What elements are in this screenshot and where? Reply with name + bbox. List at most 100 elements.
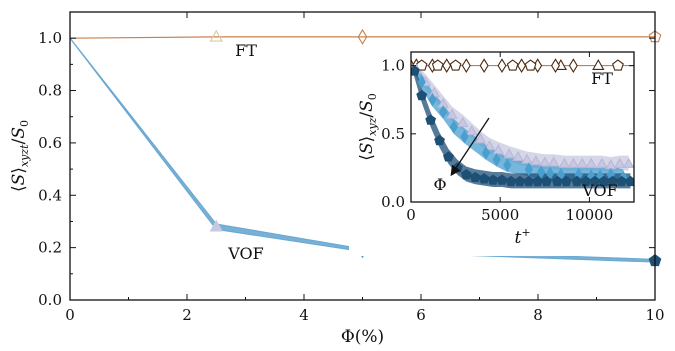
inset-point (506, 59, 519, 71)
point-ft-2 (357, 28, 368, 45)
inset-x-tick-label: 0 (406, 206, 416, 224)
inset-point (496, 174, 508, 185)
inset-point (415, 59, 428, 71)
y-tick-label: 1.0 (38, 29, 62, 47)
inset-point (521, 153, 533, 164)
x-tick-label: 0 (65, 306, 75, 324)
inset-point (497, 58, 507, 74)
inset-axes-frame (410, 51, 635, 203)
inset-x-tick-label: 10000 (566, 206, 614, 224)
y-tick-label: 0.4 (38, 186, 62, 204)
inset-point (438, 105, 448, 119)
inset-annotation-phi: Φ (433, 175, 446, 194)
inset-point (474, 133, 487, 144)
inset-point (551, 58, 560, 74)
x-tick-label: 4 (299, 306, 309, 324)
inset-point (479, 58, 489, 74)
inset-point (512, 150, 524, 162)
x-tick-label: 6 (416, 306, 426, 324)
inset-point (614, 157, 626, 168)
inset-point (469, 171, 481, 183)
inset-point (589, 175, 601, 187)
inset-point (449, 59, 462, 71)
inset-point (567, 157, 580, 168)
inset-annotation-vof: VOF (581, 181, 618, 200)
inset-point (625, 175, 634, 187)
inset-point (434, 134, 445, 146)
inset-point (592, 59, 605, 71)
inset-y-tick-label: 0.5 (381, 125, 405, 143)
inset-point (532, 175, 544, 187)
inset-point (428, 92, 437, 107)
inset-point (460, 169, 472, 180)
inset-point (461, 58, 471, 74)
inset-y-tick-label: 1.0 (381, 57, 405, 75)
inset-point (571, 175, 583, 187)
inset-point (568, 58, 578, 74)
inset-point (541, 175, 552, 187)
inset-annotation-ft: FT (591, 69, 613, 88)
inset-x-tick-label: 5000 (481, 206, 519, 224)
inset-point (465, 124, 478, 136)
inset-point (548, 156, 560, 167)
inset-point (503, 158, 512, 172)
inset-point (551, 175, 563, 187)
main-ticks: 0 2 4 6 8 10 0.0 0.2 0.4 0.6 0.8 1.0 (38, 11, 665, 324)
inset-point (481, 146, 491, 160)
inset-point (487, 174, 499, 185)
x-axis-label: Φ(%) (341, 327, 384, 347)
inset-point (607, 175, 618, 187)
inset-point (492, 152, 501, 167)
inset-point (443, 151, 454, 162)
x-tick-label: 8 (533, 306, 543, 324)
inset-point (560, 175, 572, 187)
inset-point (478, 173, 490, 184)
inset-point (523, 175, 535, 187)
inset-point (514, 175, 526, 187)
inset-point (416, 89, 428, 101)
inset-data (411, 58, 634, 189)
inset-point (446, 108, 458, 119)
inset-point (612, 59, 624, 71)
inset-point (622, 157, 634, 168)
inset-point (517, 58, 527, 74)
x-tick-label: 2 (182, 306, 192, 324)
inset-point (616, 175, 627, 187)
inset-point (576, 157, 588, 168)
inset-point (431, 59, 444, 71)
x-tick-label: 10 (645, 306, 664, 324)
line-ft (69, 36, 655, 39)
inset-point (505, 175, 517, 187)
point-ft-1 (209, 29, 223, 42)
inset-y-axis-label: ⟨S⟩xyz/S0 (357, 93, 379, 161)
phi-arrow (450, 117, 490, 177)
annotation-vof: VOF (227, 244, 264, 263)
inset-series-vof5 (417, 75, 628, 185)
point-vof-1 (209, 219, 223, 232)
inset-point (483, 139, 496, 151)
inset-point (449, 120, 458, 134)
inset-x-axis-label: t+ (514, 226, 530, 248)
y-tick-label: 0.6 (38, 134, 62, 152)
inset-point (425, 114, 437, 125)
inset-point (598, 175, 610, 187)
main-plot: 0 2 4 6 8 10 0.0 0.2 0.4 0.6 0.8 1.0 Φ(%) ⟨S⟩xyzt/S0 F… (9, 11, 665, 347)
y-tick-label: 0.8 (38, 82, 62, 100)
inset-point (580, 175, 592, 187)
inset-point (457, 116, 469, 127)
y-tick-label: 0.0 (38, 291, 62, 309)
inset-y-tick-label: 0.0 (381, 193, 405, 211)
inset-point (492, 144, 505, 155)
inset-point (411, 65, 420, 76)
inset-point (596, 157, 608, 168)
inset-point (417, 75, 426, 89)
series-ft (69, 28, 662, 45)
y-axis-label: ⟨S⟩xyzt/S0 (9, 120, 31, 192)
y-tick-label: 0.2 (38, 239, 62, 257)
inset-point (524, 162, 533, 177)
annotation-ft: FT (235, 41, 257, 60)
inset-point (539, 156, 551, 167)
inset-point (524, 59, 537, 71)
